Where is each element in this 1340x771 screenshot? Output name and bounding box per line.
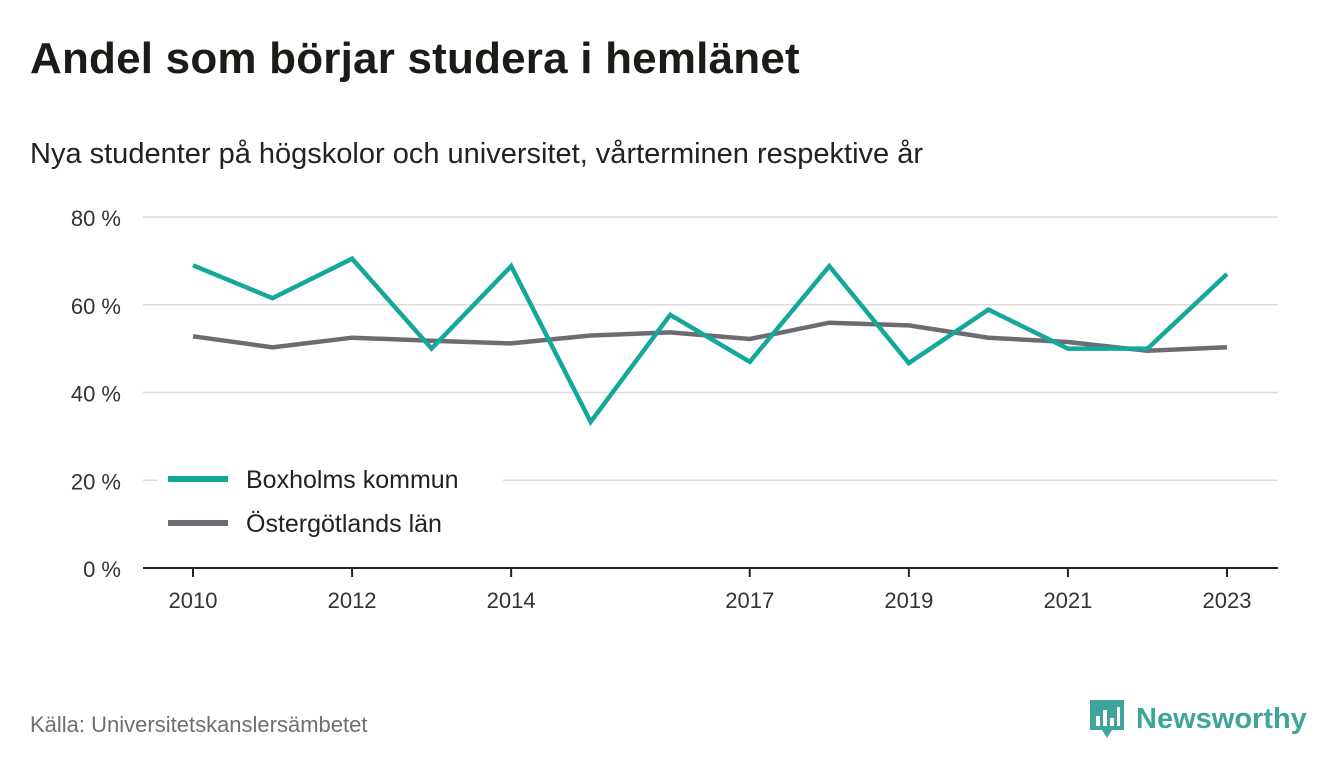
source-note: Källa: Universitetskanslersämbetet <box>30 712 368 737</box>
y-tick-label: 80 % <box>71 206 121 231</box>
legend-background <box>158 457 503 549</box>
legend-label: Östergötlands län <box>246 510 442 538</box>
x-tick-label: 2021 <box>1043 588 1092 613</box>
x-tick-label: 2017 <box>725 588 774 613</box>
brand-name: Newsworthy <box>1136 702 1307 735</box>
x-tick-label: 2019 <box>884 588 933 613</box>
legend-label: Boxholms kommun <box>246 466 459 494</box>
brand-logo[interactable]: Newsworthy <box>1088 698 1307 740</box>
x-tick-label: 2014 <box>487 588 536 613</box>
y-tick-label: 0 % <box>83 557 121 582</box>
x-tick-label: 2012 <box>328 588 377 613</box>
y-tick-label: 20 % <box>71 469 121 494</box>
x-tick-label: 2010 <box>169 588 218 613</box>
line-chart: 0 % 20 % 40 % 60 % 80 % 2010 2012 2014 2017 2019 2… <box>71 206 1278 613</box>
y-tick-label: 60 % <box>71 294 121 319</box>
y-tick-label: 40 % <box>71 382 121 407</box>
chart-subtitle: Nya studenter på högskolor och universit… <box>30 138 923 170</box>
series-line-0 <box>192 255 1229 427</box>
x-tick-label: 2023 <box>1203 588 1252 613</box>
newsworthy-logo-icon <box>1090 700 1124 738</box>
chart-title: Andel som börjar studera i hemlänet <box>30 34 800 83</box>
